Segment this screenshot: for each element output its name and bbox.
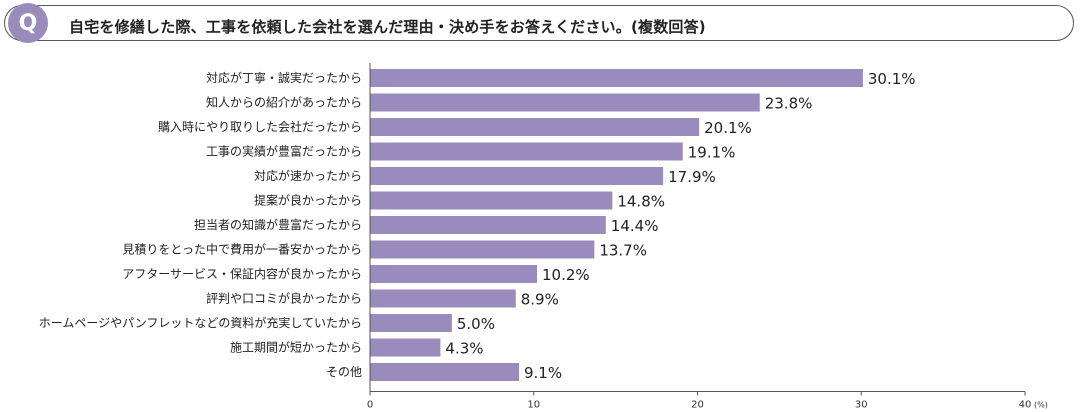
x-unit-label: (%) — [1034, 401, 1048, 410]
bar — [370, 191, 613, 210]
value-label: 13.7% — [599, 242, 647, 260]
category-label: その他 — [326, 365, 362, 379]
bar — [370, 69, 863, 87]
question-text: 自宅を修繕した際、工事を依頼した会社を選んだ理由・決め手をお答えください。(複数… — [69, 18, 706, 36]
category-label: 知人からの紹介があったから — [206, 95, 362, 110]
category-label: 工事の実績が豊富だったから — [206, 144, 362, 159]
bar — [370, 289, 516, 308]
bar — [370, 338, 441, 357]
category-label: 対応が速かったから — [254, 168, 362, 183]
value-label: 23.8% — [765, 95, 813, 113]
bar — [370, 167, 664, 185]
value-label: 17.9% — [668, 168, 716, 186]
x-tick-label: 10 — [527, 400, 540, 411]
bar — [370, 216, 606, 234]
category-label: 対応が丁寧・誠実だったから — [206, 70, 362, 85]
bar — [370, 118, 700, 136]
x-tick-label: 40 — [1019, 400, 1032, 411]
bar — [370, 314, 452, 332]
value-label: 14.4% — [611, 217, 659, 235]
bar — [370, 363, 520, 381]
x-tick-label: 0 — [367, 400, 373, 411]
category-label: 購入時にやり取りした会社だったから — [158, 119, 362, 134]
value-label: 19.1% — [688, 144, 736, 162]
category-label: 担当者の知識が豊富だったから — [194, 217, 362, 232]
bar — [370, 93, 760, 112]
category-label: アフターサービス・保証内容が良かったから — [122, 266, 362, 281]
value-label: 14.8% — [617, 193, 665, 211]
x-tick-label: 30 — [855, 400, 868, 411]
bar — [370, 265, 538, 283]
category-label: 見積りをとった中で費用が一番安かったから — [122, 242, 362, 257]
category-label: ホームページやパンフレットなどの資料が充実していたから — [39, 315, 362, 330]
question-header: 自宅を修繕した際、工事を依頼した会社を選んだ理由・決め手をお答えください。(複数… — [4, 5, 1074, 41]
bar — [370, 240, 595, 259]
value-label: 10.2% — [542, 266, 590, 284]
category-label: 施工期間が短かったから — [230, 340, 362, 355]
category-label: 評判や口コミが良かったから — [206, 291, 362, 306]
value-label: 4.3% — [445, 340, 483, 358]
category-label: 提案が良かったから — [254, 193, 362, 208]
bar — [370, 142, 683, 161]
value-label: 8.9% — [521, 291, 559, 309]
value-label: 9.1% — [524, 364, 562, 382]
x-tick-label: 20 — [691, 400, 704, 411]
question-badge-icon: Q — [8, 3, 48, 43]
value-label: 30.1% — [868, 70, 916, 88]
value-label: 5.0% — [457, 315, 495, 333]
value-label: 20.1% — [704, 119, 752, 137]
